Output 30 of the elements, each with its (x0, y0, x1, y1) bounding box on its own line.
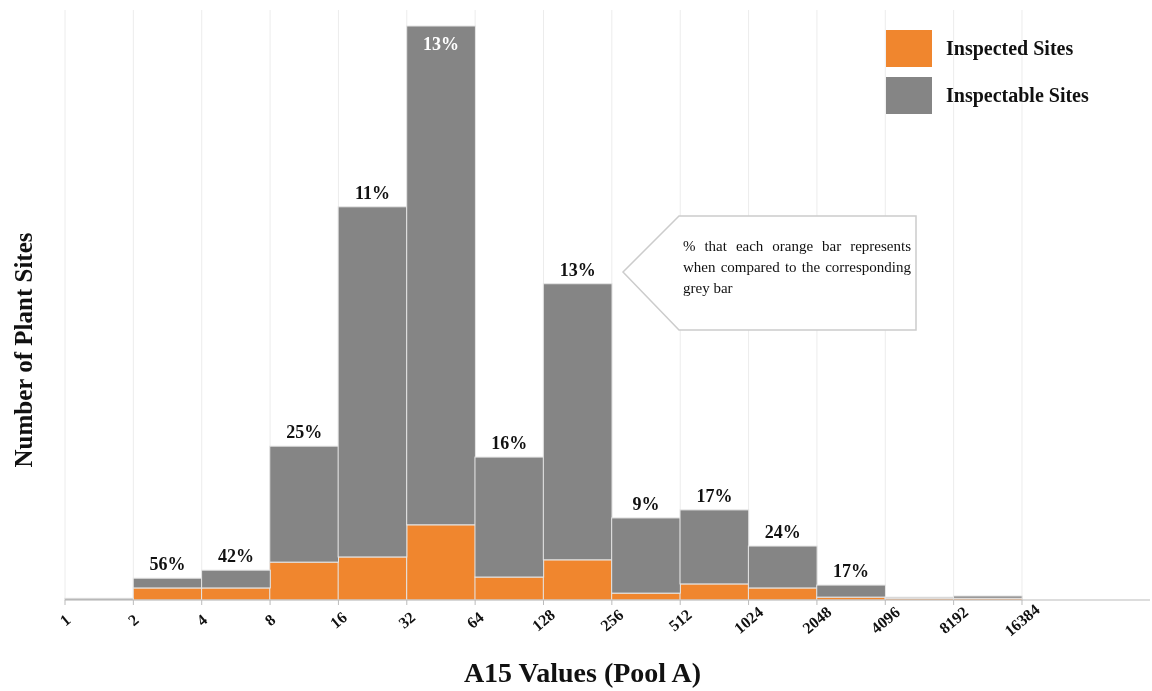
annotation: % that each orange bar represents when compared to the corresponding grey bar (683, 237, 911, 298)
annotation: 13% (559, 259, 596, 280)
annotation: 56% (149, 554, 186, 575)
x-tick-label: 2 (124, 610, 142, 630)
x-tick-label: 4 (193, 610, 211, 630)
annotation: 9% (632, 493, 660, 514)
annotation: 16% (491, 433, 528, 454)
legend-label: Inspectable Sites (946, 84, 1089, 107)
x-axis-title: A15 Values (Pool A) (463, 657, 702, 688)
annotation: 11% (354, 182, 390, 203)
legend-label: Inspected Sites (946, 37, 1074, 60)
x-tick-label: 128 (528, 605, 559, 635)
x-tick-label: 2048 (799, 603, 835, 637)
annotation: 24% (764, 522, 801, 543)
y-axis-title: Number of Plant Sites (10, 232, 37, 468)
x-tick-label: 1 (56, 610, 74, 630)
x-tick-label: 1024 (730, 603, 767, 637)
annotation: 25% (286, 422, 323, 443)
annotation: 17% (833, 561, 870, 582)
x-tick-label: 256 (597, 605, 627, 635)
x-tick-label: 16 (326, 608, 351, 632)
x-tick-label: 8 (261, 610, 279, 630)
annotation: 17% (696, 485, 733, 506)
annotation: 13% (423, 34, 460, 54)
x-tick-label: 32 (395, 608, 419, 632)
annotation: 42% (217, 546, 254, 567)
x-tick-label: 8192 (935, 603, 972, 637)
x-tick-label: 512 (665, 605, 695, 635)
x-tick-label: 4096 (867, 603, 903, 637)
x-tick-label: 64 (463, 608, 487, 632)
